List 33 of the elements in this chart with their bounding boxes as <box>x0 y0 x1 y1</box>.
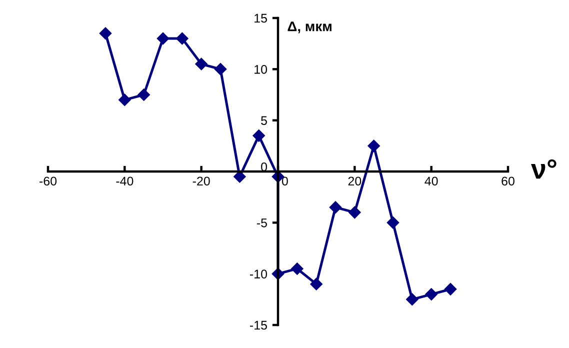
point <box>252 130 265 142</box>
point <box>425 288 438 300</box>
x-tick-label: 60 <box>502 176 514 186</box>
point <box>214 63 227 76</box>
point <box>291 262 304 275</box>
point <box>310 278 322 290</box>
x-tick-label: 40 <box>424 176 438 186</box>
point <box>348 206 361 219</box>
y-tick-label: -10 <box>250 270 268 278</box>
y-tick-label: 10 <box>254 64 268 74</box>
point <box>406 293 418 306</box>
y-tick-label: 15 <box>254 14 267 23</box>
point <box>329 201 342 214</box>
point <box>386 216 400 229</box>
y-axis-title: Δ, мкм <box>288 22 332 34</box>
point <box>368 140 380 152</box>
point <box>156 32 170 45</box>
x-axis-title: ν° <box>531 159 556 179</box>
y-tick-label: 5 <box>261 116 267 125</box>
point <box>118 94 131 106</box>
x-tick-label: -60 <box>40 176 57 186</box>
point <box>99 27 112 40</box>
point <box>234 170 246 183</box>
x-tick-label: 0 <box>282 176 288 186</box>
y-tick-label: -15 <box>250 320 267 330</box>
x-tick-label: 20 <box>348 176 362 186</box>
point <box>195 58 208 70</box>
point <box>176 32 188 45</box>
x-tick-label: -20 <box>192 176 210 186</box>
y-tick-label: -5 <box>256 218 267 228</box>
point <box>444 283 457 296</box>
x-tick-label: -40 <box>116 176 134 186</box>
point <box>138 88 150 101</box>
